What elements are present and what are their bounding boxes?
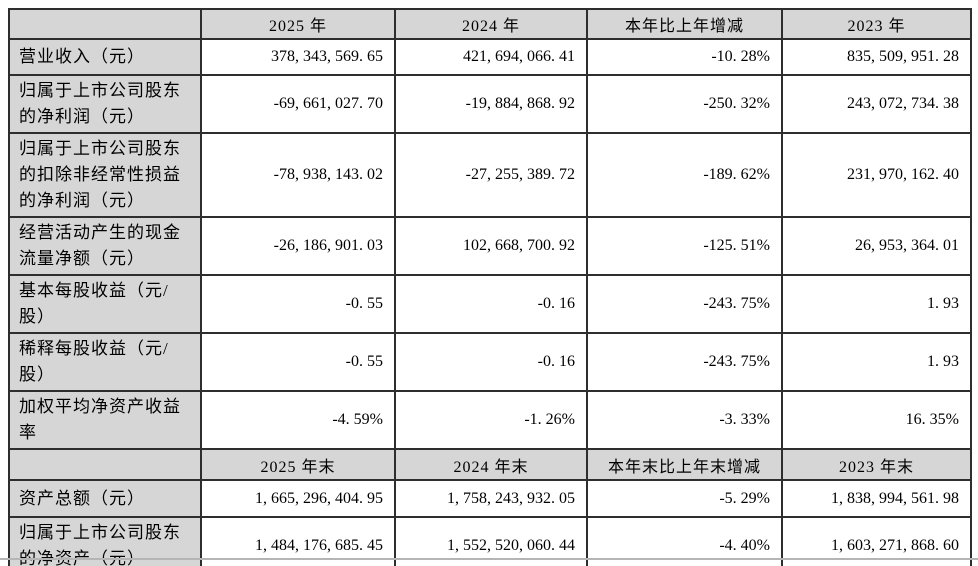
value-cell: 16. 35% — [781, 390, 972, 450]
column-header-blank — [8, 448, 202, 481]
table-row-diluted-eps: 稀释每股收益（元/ 股） -0. 55 -0. 16 -243. 75% 1. … — [8, 332, 972, 392]
value-cell: 1, 552, 520, 060. 44 — [394, 516, 588, 566]
financial-summary-table: 2025 年 2024 年 本年比上年增减 2023 年 营业收入（元） 378… — [8, 8, 972, 566]
value-cell: 1. 93 — [781, 332, 972, 392]
column-header-2023: 2023 年 — [781, 8, 972, 40]
value-cell: -4. 40% — [586, 516, 783, 566]
table-row-basic-eps: 基本每股收益（元/ 股） -0. 55 -0. 16 -243. 75% 1. … — [8, 274, 972, 334]
value-cell: 243, 072, 734. 38 — [781, 74, 972, 134]
column-header-2024: 2024 年 — [394, 8, 588, 40]
column-header-yoy-change: 本年比上年增减 — [586, 8, 783, 40]
row-label: 经营活动产生的现金 流量净额（元） — [8, 216, 202, 276]
table-row-operating-cash-flow: 经营活动产生的现金 流量净额（元） -26, 186, 901. 03 102,… — [8, 216, 972, 276]
row-label: 归属于上市公司股东 的净利润（元） — [8, 74, 202, 134]
table-row-total-assets: 资产总额（元） 1, 665, 296, 404. 95 1, 758, 243… — [8, 479, 972, 518]
header-row-annual: 2025 年 2024 年 本年比上年增减 2023 年 — [8, 8, 972, 40]
row-label: 营业收入（元） — [8, 38, 202, 76]
value-cell: -250. 32% — [586, 74, 783, 134]
row-label: 稀释每股收益（元/ 股） — [8, 332, 202, 392]
value-cell: 1, 758, 243, 932. 05 — [394, 479, 588, 518]
table-row-net-assets: 归属于上市公司股东 的净资产（元） 1, 484, 176, 685. 45 1… — [8, 516, 972, 566]
row-label: 资产总额（元） — [8, 479, 202, 518]
value-cell: 1, 665, 296, 404. 95 — [200, 479, 396, 518]
row-label: 加权平均净资产收益 率 — [8, 390, 202, 450]
value-cell: -19, 884, 868. 92 — [394, 74, 588, 134]
page-bottom-divider — [0, 558, 978, 560]
value-cell: -4. 59% — [200, 390, 396, 450]
header-row-year-end: 2025 年末 2024 年末 本年末比上年末增减 2023 年末 — [8, 448, 972, 481]
value-cell: 1, 484, 176, 685. 45 — [200, 516, 396, 566]
value-cell: 1. 93 — [781, 274, 972, 334]
value-cell: -5. 29% — [586, 479, 783, 518]
table-row-revenue: 营业收入（元） 378, 343, 569. 65 421, 694, 066.… — [8, 38, 972, 76]
column-header-blank — [8, 8, 202, 40]
row-label: 归属于上市公司股东 的扣除非经常性损益 的净利润（元） — [8, 132, 202, 218]
value-cell: 378, 343, 569. 65 — [200, 38, 396, 76]
value-cell: -243. 75% — [586, 332, 783, 392]
value-cell: -125. 51% — [586, 216, 783, 276]
value-cell: 1, 838, 994, 561. 98 — [781, 479, 972, 518]
value-cell: -10. 28% — [586, 38, 783, 76]
value-cell: 1, 603, 271, 868. 60 — [781, 516, 972, 566]
value-cell: -0. 55 — [200, 274, 396, 334]
value-cell: -243. 75% — [586, 274, 783, 334]
column-header-2025-end: 2025 年末 — [200, 448, 396, 481]
column-header-2023-end: 2023 年末 — [781, 448, 972, 481]
column-header-yearend-change: 本年末比上年末增减 — [586, 448, 783, 481]
table-row-weighted-avg-roe: 加权平均净资产收益 率 -4. 59% -1. 26% -3. 33% 16. … — [8, 390, 972, 450]
table-row-net-profit-excl-nonrecurring: 归属于上市公司股东 的扣除非经常性损益 的净利润（元） -78, 938, 14… — [8, 132, 972, 218]
value-cell: 26, 953, 364. 01 — [781, 216, 972, 276]
column-header-2025: 2025 年 — [200, 8, 396, 40]
value-cell: -27, 255, 389. 72 — [394, 132, 588, 218]
value-cell: -0. 55 — [200, 332, 396, 392]
value-cell: 102, 668, 700. 92 — [394, 216, 588, 276]
row-label: 归属于上市公司股东 的净资产（元） — [8, 516, 202, 566]
value-cell: -1. 26% — [394, 390, 588, 450]
value-cell: 231, 970, 162. 40 — [781, 132, 972, 218]
column-header-2024-end: 2024 年末 — [394, 448, 588, 481]
value-cell: -78, 938, 143. 02 — [200, 132, 396, 218]
value-cell: -0. 16 — [394, 274, 588, 334]
table-row-net-profit: 归属于上市公司股东 的净利润（元） -69, 661, 027. 70 -19,… — [8, 74, 972, 134]
row-label: 基本每股收益（元/ 股） — [8, 274, 202, 334]
value-cell: -3. 33% — [586, 390, 783, 450]
value-cell: 835, 509, 951. 28 — [781, 38, 972, 76]
value-cell: -26, 186, 901. 03 — [200, 216, 396, 276]
value-cell: -0. 16 — [394, 332, 588, 392]
value-cell: -69, 661, 027. 70 — [200, 74, 396, 134]
value-cell: 421, 694, 066. 41 — [394, 38, 588, 76]
value-cell: -189. 62% — [586, 132, 783, 218]
